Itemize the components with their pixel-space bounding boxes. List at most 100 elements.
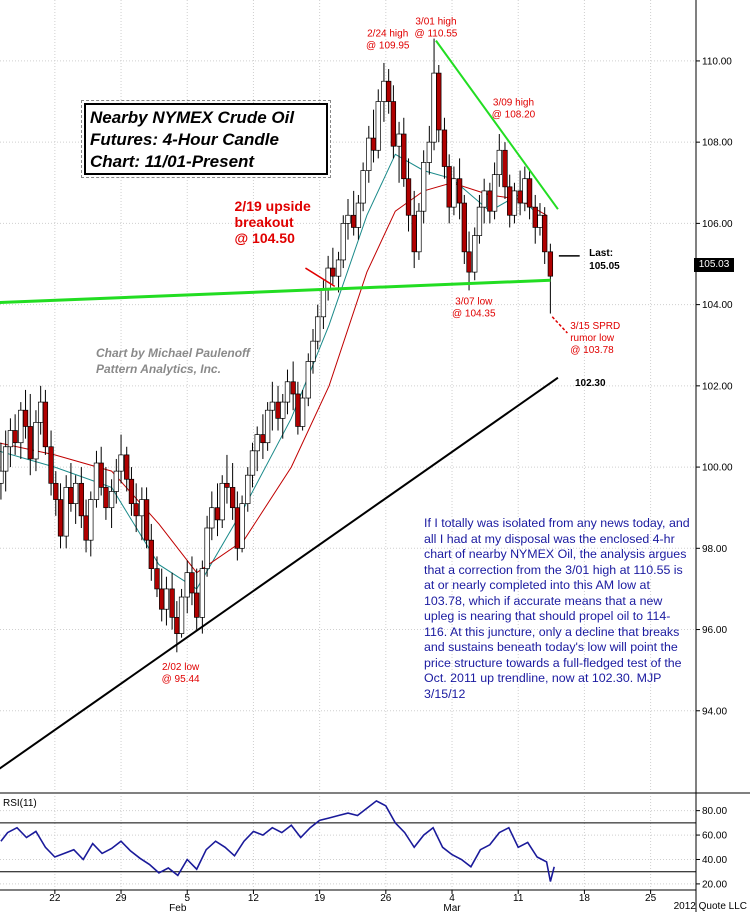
candle-body [451,178,457,208]
annotation-line: @ 95.44 [162,674,200,685]
annotation-line: 2/02 low [162,662,200,673]
candle-body [0,470,4,484]
month-label: Mar [443,903,461,912]
candle-body [351,214,357,228]
title-line-2: Futures: 4-Hour Candle [90,130,279,149]
candle-body [426,141,432,163]
moving-averages [0,153,547,590]
candle-body [73,482,79,504]
rsi-y-tick-label: 40.00 [702,855,727,866]
candle-body [214,507,221,521]
candle-body [461,202,467,253]
annotations: 3/01 high @ 110.552/24 high @ 109.953/09 h… [162,16,621,685]
x-tick-label: 22 [49,893,61,904]
candle-body [148,539,154,569]
candle-body [502,149,508,188]
candle-body [532,206,538,228]
y-tick-label: 102.00 [702,381,733,392]
annotation-label: 2/02 low @ 95.44 [162,662,200,685]
candle-body [209,507,215,529]
copyright: 2012 Quote LLC [674,901,747,912]
last-label-line: Last: [589,248,613,259]
annotation-line: 3/01 high [415,16,456,27]
candle-body [375,101,381,151]
candle-body [522,178,528,204]
candle-body [68,487,74,504]
candle-body [370,137,377,151]
y-tick-label: 108.00 [702,138,733,149]
candle-body [275,401,281,419]
x-tick-label: 19 [314,893,326,904]
breakout-pointer [305,267,336,287]
chart-title-box: Nearby NYMEX Crude Oil Futures: 4-Hour C… [81,100,331,178]
credit-line-1: Chart by Michael Paulenoff [96,346,250,360]
annotation-line: 2/19 upside [235,198,311,214]
candle-body [178,596,185,634]
candle-body [355,202,362,228]
y-tick-label: 98.00 [702,544,727,555]
candle-body [310,340,316,362]
candle-body [269,401,275,411]
candle-body [249,450,256,476]
candle-body [446,166,452,208]
candle-body [154,568,160,590]
x-tick-label: 12 [248,893,260,904]
candle-body [245,474,251,504]
candle-body [118,454,124,472]
candle-body [219,482,225,521]
candle-body [128,478,135,504]
candle-body [526,178,533,208]
candle-body [290,381,296,395]
candle-body [305,361,311,399]
candle-body [113,470,119,492]
candle-body [7,430,14,448]
rumor-low-pointer [551,316,568,334]
candle-body [390,101,397,147]
candle-body [143,499,150,541]
rsi-y-tick-label: 60.00 [702,831,727,842]
rsi-title: RSI(11) [3,798,37,809]
x-tick-label: 5 [184,893,190,904]
candle-body [386,80,392,102]
candle-body [204,527,210,569]
candle-body [360,170,366,204]
credit-line-2: Pattern Analytics, Inc. [96,362,221,376]
last-price-box: 105.03 [694,258,734,272]
trendlines [0,40,559,770]
candle-body [537,214,543,228]
candle-body [325,267,331,289]
candle-body [224,482,230,488]
candle-body [421,162,427,212]
rsi-y-tick-label: 80.00 [702,806,727,817]
month-label: Feb [169,903,187,912]
candle-body [93,462,100,500]
x-tick-label: 18 [579,893,591,904]
x-tick-label: 25 [645,893,657,904]
candle-body [88,499,94,541]
y-tick-label: 106.00 [702,219,733,230]
last-label: Last: 105.05 [589,248,620,272]
candle-body [174,617,180,634]
candle-body [33,422,39,460]
candle-body [491,174,498,212]
candle-body [139,499,145,517]
candle-body [416,210,422,253]
candle-body [335,259,342,277]
candle-body [264,409,271,444]
candle-body [441,129,448,167]
candle-body [315,316,321,342]
candle-body [3,446,9,472]
x-tick-label: 11 [513,893,524,904]
candle-body [229,487,236,509]
chart-credit: Chart by Michael Paulenoff Pattern Analy… [96,345,250,377]
title-line-1: Nearby NYMEX Crude Oil [90,108,295,127]
candle-body [284,381,291,403]
candle-body [98,462,104,488]
annotation-line: @ 104.35 [452,309,496,320]
candle-body [239,503,245,549]
candle-body [466,251,472,273]
candle-body [436,72,442,131]
annotation-label: 2/19 upside breakout @ 104.50 [235,198,311,246]
candle-body [476,206,483,236]
